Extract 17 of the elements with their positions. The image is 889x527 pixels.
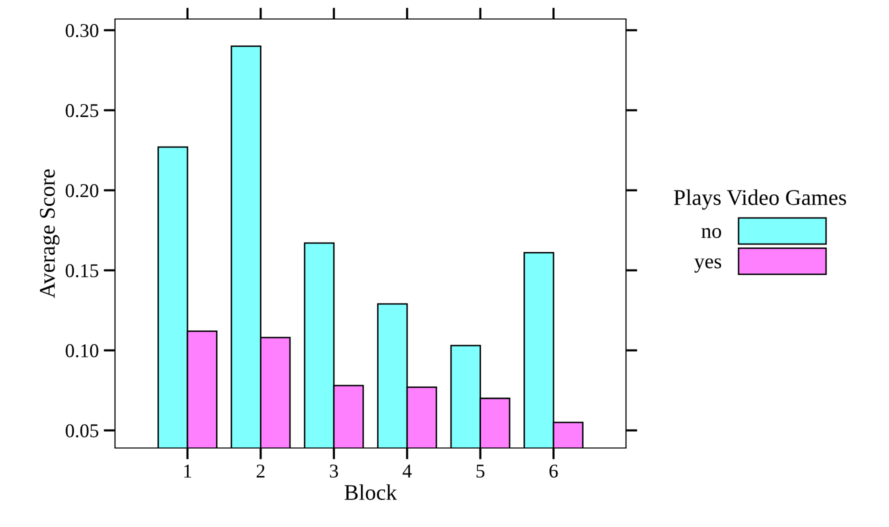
y-tick-label: 0.15 — [66, 264, 98, 278]
legend-title: Plays Video Games — [674, 189, 846, 210]
x-axis-title: Block — [344, 484, 398, 500]
x-tick-label: 2 — [256, 464, 264, 478]
y-tick-label: 0.20 — [66, 184, 98, 198]
x-tick-label: 3 — [330, 464, 338, 478]
x-tick-label: 6 — [549, 464, 558, 478]
y-tick-label: 0.25 — [66, 104, 98, 118]
legend-label: yes — [694, 258, 722, 273]
y-tick-label: 0.30 — [66, 24, 98, 38]
x-tick-label: 1 — [184, 464, 192, 478]
y-tick-label: 0.10 — [66, 344, 98, 358]
y-axis-title: Average Score — [40, 169, 60, 298]
x-tick-label: 5 — [476, 464, 484, 478]
legend-label: no — [702, 228, 722, 238]
y-tick-label: 0.05 — [66, 424, 98, 438]
x-tick-label: 4 — [402, 464, 412, 478]
